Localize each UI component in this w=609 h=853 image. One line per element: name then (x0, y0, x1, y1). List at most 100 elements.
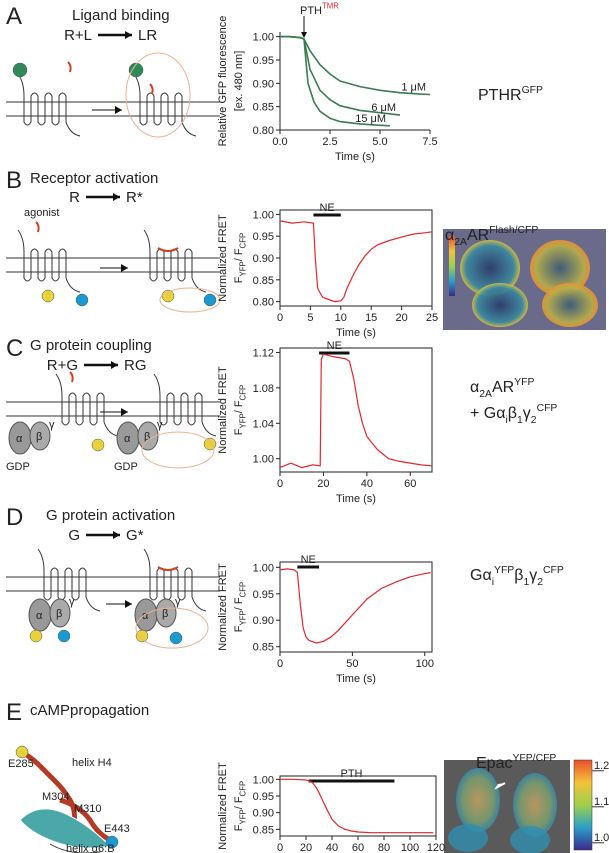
construct-part: CFP (537, 403, 558, 414)
arrow-head (121, 264, 128, 272)
structure-label: M310 (74, 803, 102, 815)
x-tick-label: 100 (401, 842, 419, 853)
highlight (135, 607, 209, 649)
plot-frame (279, 209, 433, 307)
x-tick-label: 40 (361, 478, 373, 490)
fluorophore (15, 745, 29, 759)
x-tick-label: 20 (395, 312, 407, 324)
panel-title: Ligand binding (72, 7, 170, 24)
y-tick-label: 1.04 (253, 418, 274, 430)
fluorophore (105, 835, 119, 849)
y-axis-label: Normalized FRET (217, 762, 229, 850)
reaction: R+L (64, 27, 92, 44)
arrow-head (113, 193, 120, 201)
y-axis-label-part: YFP (239, 413, 248, 428)
subunit-label: α (16, 433, 23, 445)
y-axis-label-part: F (233, 824, 245, 831)
ligand (149, 83, 154, 95)
y-tick-label: 1.12 (253, 347, 274, 359)
panel-letter: B (6, 167, 22, 194)
y-tick-label: 0.95 (253, 589, 274, 601)
plot-frame (279, 775, 437, 837)
y-tick-label: 1.00 (253, 562, 274, 574)
y-axis-label-part: YFP (239, 610, 248, 625)
construct-part: 2A (479, 389, 492, 400)
ligand (157, 247, 179, 252)
y-axis-label-part: Normalized FRET (217, 563, 229, 651)
ligand (69, 371, 74, 383)
stimulus-label-part: TMR (322, 2, 339, 11)
x-tick-label: 2.5 (322, 136, 337, 148)
construct-part: AR (492, 379, 514, 396)
y-tick-label: 0.90 (253, 78, 274, 90)
panel-title: G protein activation (46, 507, 175, 524)
arrow-head (121, 408, 128, 416)
construct-part: AR (467, 227, 489, 244)
colorbar-label: 1.0 (594, 832, 609, 844)
y-tick-label: 1.00 (253, 454, 274, 466)
subunit-label: γ (69, 596, 75, 608)
construct: EpacYFP/CFP (476, 753, 556, 772)
construct-part: YFP (494, 565, 514, 576)
construct-part: 1 (523, 577, 529, 588)
panel-letter: E (6, 699, 22, 726)
y-axis-label: [ex. 480 nm] (233, 51, 245, 112)
receptor (153, 373, 217, 437)
arrow-head (113, 531, 120, 539)
x-tick-label: 20 (300, 842, 312, 853)
construct-part: i (492, 577, 494, 588)
x-tick-label: 0.0 (272, 136, 287, 148)
receptor (17, 73, 81, 137)
construct: α2AARYFP (470, 377, 534, 400)
y-tick-label: 0.95 (253, 55, 274, 67)
fluorophore (29, 629, 43, 643)
panel-title: cAMPpropagation (30, 702, 149, 719)
reaction: G* (126, 527, 144, 544)
g-beta (155, 598, 177, 628)
panel-letter: C (6, 335, 23, 362)
structure-label: helix H4 (72, 757, 112, 769)
x-tick-label: 100 (416, 658, 434, 670)
plot-frame (279, 561, 433, 653)
y-axis-label-part: YFP (239, 809, 248, 824)
receptor (133, 73, 197, 137)
fluorophore (169, 631, 183, 645)
arrow-head (125, 31, 132, 39)
panel-title: G protein coupling (30, 337, 152, 354)
construct-part: 1 (517, 415, 523, 426)
y-axis-label-part: / F (233, 796, 245, 809)
y-axis-label-part: F (233, 625, 245, 632)
fluorophore (203, 293, 217, 307)
ligand (157, 566, 179, 571)
x-tick-label: 60 (352, 842, 364, 853)
x-tick-label: 50 (346, 658, 358, 670)
arrow-head (115, 106, 122, 114)
fluorophore (41, 289, 55, 303)
subunit-label: β (36, 431, 42, 443)
x-tick-label: 0 (277, 658, 283, 670)
y-tick-label: 0.90 (253, 808, 274, 820)
y-axis-label: FYFP/ FCFP (233, 582, 248, 632)
x-axis-label: Time (s) (336, 493, 376, 505)
construct: PTHRGFP (478, 85, 543, 104)
y-tick-label: 0.90 (253, 615, 274, 627)
data-line (280, 35, 391, 127)
y-axis-label-part: Normalized FRET (217, 366, 229, 454)
structure-label: E443 (104, 823, 130, 835)
x-tick-label: 20 (317, 478, 329, 490)
y-tick-label: 0.85 (253, 824, 274, 836)
construct-part: α (470, 379, 479, 396)
x-tick-label: 5 (307, 312, 313, 324)
construct: α2AARFlash/CFP (445, 225, 538, 248)
construct-part: PTHR (478, 87, 522, 104)
highlight (141, 431, 215, 469)
y-axis-label-part: Normalized FRET (217, 762, 229, 850)
fluorophore (75, 293, 89, 307)
helix (59, 797, 112, 843)
y-tick-label: 1.00 (253, 32, 274, 44)
construct-part: 2 (537, 577, 543, 588)
y-axis-label-part: YFP (239, 261, 248, 276)
y-axis-label: Relative GFP fluorescence (217, 16, 229, 147)
y-axis-label-part: Normalized FRET (217, 214, 229, 302)
y-tick-label: 1.08 (253, 383, 274, 395)
